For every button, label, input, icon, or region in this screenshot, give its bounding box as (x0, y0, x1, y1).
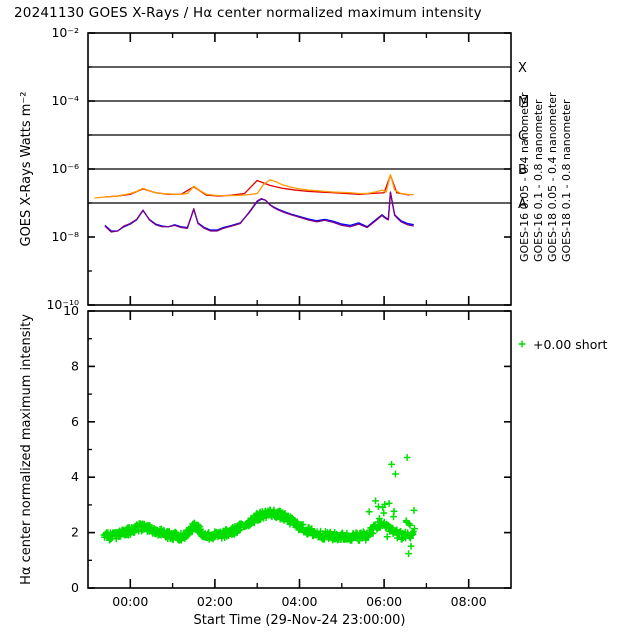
halpha-data-point (405, 550, 412, 558)
halpha-data-point (380, 509, 388, 517)
y-tick-label: 6 (71, 414, 79, 429)
legend-entry: GOES-18 0.1 - 0.8 nanometer (560, 99, 573, 262)
halpha-data-point (372, 497, 379, 505)
y-tick-label: 4 (71, 469, 79, 484)
halpha-data-point (410, 506, 418, 514)
y-tick-label: 10⁻² (51, 25, 79, 40)
y-tick-label: 2 (71, 525, 79, 540)
series-line (94, 174, 414, 199)
series-line (104, 192, 414, 232)
x-axis-label: Start Time (29-Nov-24 23:00:00) (194, 613, 406, 628)
y-tick-label: 10⁻⁶ (51, 161, 79, 176)
halpha-data-point (411, 525, 418, 532)
flare-class-label: A (518, 197, 527, 212)
halpha-data-point (403, 454, 411, 461)
halpha-data-point (235, 527, 243, 534)
y-tick-label: 0 (71, 580, 79, 595)
halpha-data-point (385, 499, 393, 507)
halpha-data-point (188, 528, 196, 536)
x-tick-label: 02:00 (197, 594, 233, 609)
series-line (104, 191, 414, 233)
flare-class-label: C (518, 129, 527, 144)
x-tick-label: 08:00 (451, 594, 487, 609)
halpha-data-point (406, 521, 414, 529)
halpha-data-point (390, 507, 398, 515)
y-tick-label: 10⁻⁸ (51, 229, 79, 244)
x-tick-label: 06:00 (366, 594, 402, 609)
halpha-data-point (388, 461, 395, 468)
halpha-data-point (381, 501, 389, 508)
halpha-data-point (518, 340, 526, 348)
halpha-data-point (383, 533, 391, 541)
y-tick-label: 10 (63, 303, 79, 318)
lower-y-axis-label: Hα center normalized maximum intensity (19, 314, 34, 585)
x-tick-label: 04:00 (281, 594, 317, 609)
flare-class-label: B (518, 163, 527, 178)
upper-y-axis-label: GOES X-Rays Watts m⁻² (19, 92, 34, 247)
halpha-data-point (375, 503, 382, 511)
halpha-data-point (369, 530, 377, 537)
y-tick-label: 10⁻¹⁰ (46, 297, 79, 312)
halpha-data-point (250, 519, 258, 527)
page-title: 20241130 GOES X-Rays / Hα center normali… (14, 5, 482, 21)
legend-entry: +0.00 short (533, 337, 608, 352)
legend-entry: GOES-16 0.1 - 0.8 nanometer (532, 99, 545, 262)
x-tick-label: 00:00 (112, 594, 148, 609)
y-tick-label: 10⁻⁴ (51, 93, 79, 108)
halpha-data-point (299, 521, 307, 528)
panel-frame (87, 310, 512, 589)
flare-class-label: X (518, 61, 527, 76)
halpha-data-point (392, 470, 399, 478)
halpha-data-point (365, 508, 373, 516)
legend-entry: GOES-18 0.05 - 0.4 nanometer (546, 92, 559, 262)
flare-class-label: M (518, 95, 529, 110)
legend-entry: GOES-16 0.05 - 0.4 nanometer (518, 92, 531, 262)
halpha-data-point (106, 536, 114, 544)
halpha-data-point (407, 542, 415, 550)
y-tick-label: 8 (71, 358, 79, 373)
